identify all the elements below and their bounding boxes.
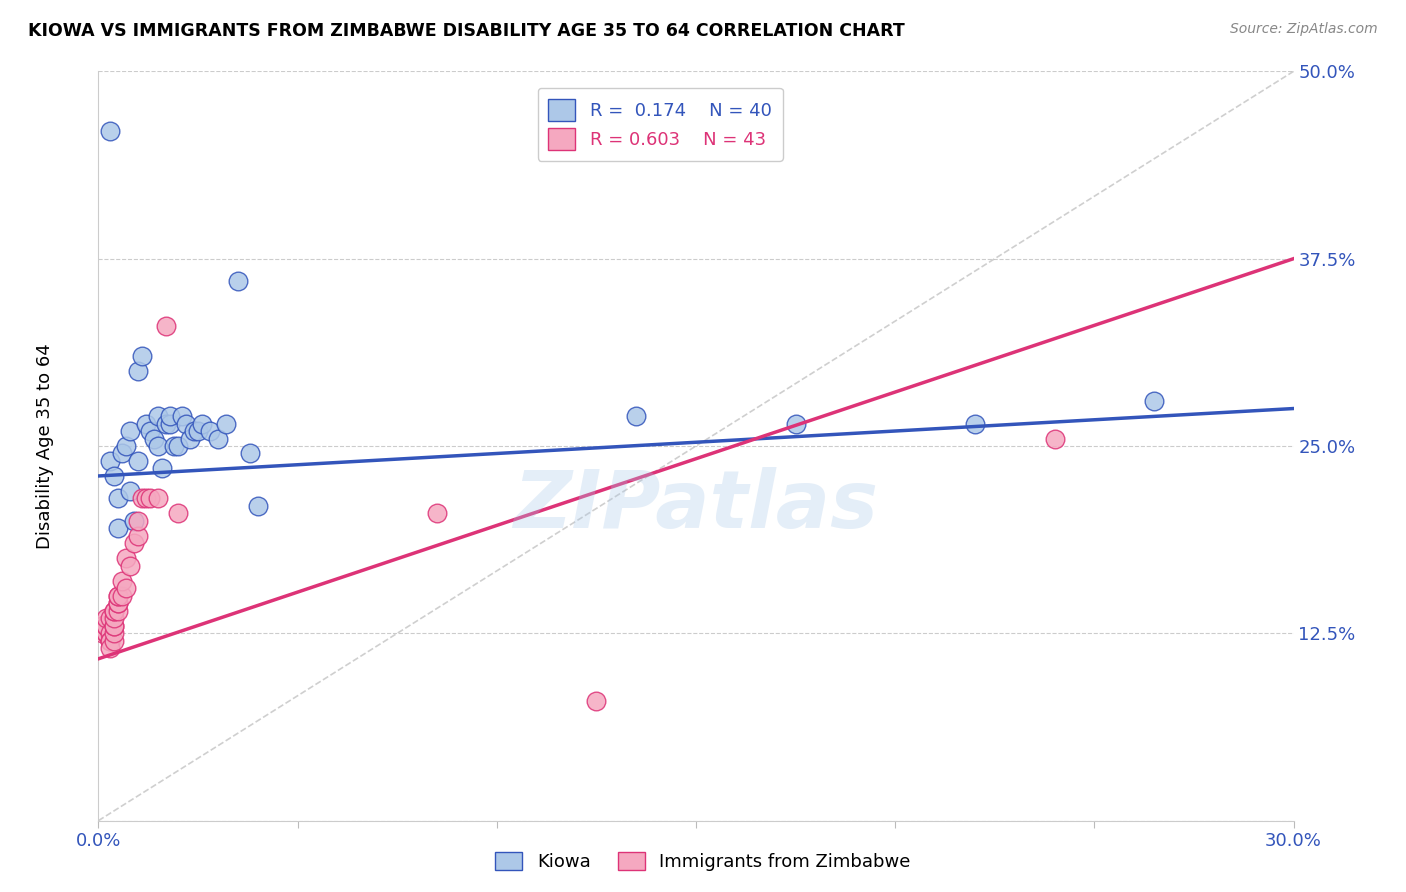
Point [155,417,177,431]
Point [103,619,125,633]
Point [148,491,170,506]
Point [139,491,162,506]
Point [103,604,125,618]
Point [107,521,129,535]
Point [150,461,173,475]
Point [124,514,146,528]
Point [98,454,122,468]
Point [91,626,114,640]
Point [96,626,118,640]
Point [131,491,153,506]
Point [187,424,209,438]
Point [98,611,122,625]
Point [98,633,122,648]
Point [127,514,149,528]
Point [96,611,118,625]
Point [107,604,129,618]
Point [127,364,149,378]
Point [115,551,138,566]
Point [120,483,142,498]
Point [127,454,149,468]
Point [111,446,134,460]
Point [111,574,134,588]
Point [179,432,201,446]
Point [191,417,214,431]
Point [96,626,118,640]
Point [426,507,449,521]
Point [215,417,238,431]
Point [183,424,205,438]
Point [91,619,114,633]
Point [143,432,166,446]
Point [115,439,138,453]
Text: Disability Age 35 to 64: Disability Age 35 to 64 [35,343,53,549]
Point [115,582,138,596]
Point [91,619,114,633]
Point [1143,394,1166,409]
Point [103,619,125,633]
Point [107,596,129,610]
Text: Source: ZipAtlas.com: Source: ZipAtlas.com [1230,22,1378,37]
Point [96,619,118,633]
Point [107,589,129,603]
Point [103,469,125,483]
Point [172,409,194,423]
Point [207,432,229,446]
Point [585,694,607,708]
Point [626,409,648,423]
Point [120,558,142,573]
Point [167,439,190,453]
Point [246,499,269,513]
Point [124,536,146,550]
Point [148,409,170,423]
Point [103,611,125,625]
Point [1043,432,1066,446]
Point [226,274,249,288]
Point [98,626,122,640]
Point [135,491,157,506]
Point [155,319,177,334]
Point [159,417,181,431]
Point [107,596,129,610]
Point [148,439,170,453]
Point [785,417,807,431]
Point [103,633,125,648]
Point [107,491,129,506]
Point [103,604,125,618]
Point [198,424,221,438]
Point [239,446,262,460]
Point [98,641,122,656]
Point [107,589,129,603]
Point [135,417,157,431]
Point [98,633,122,648]
Point [127,529,149,543]
Text: ZIPatlas: ZIPatlas [513,467,879,545]
Point [103,626,125,640]
Legend: Kiowa, Immigrants from Zimbabwe: Kiowa, Immigrants from Zimbabwe [488,845,918,879]
Text: KIOWA VS IMMIGRANTS FROM ZIMBABWE DISABILITY AGE 35 TO 64 CORRELATION CHART: KIOWA VS IMMIGRANTS FROM ZIMBABWE DISABI… [28,22,905,40]
Point [98,124,122,138]
Legend: R =  0.174    N = 40, R = 0.603    N = 43: R = 0.174 N = 40, R = 0.603 N = 43 [537,88,783,161]
Point [963,417,986,431]
Point [174,417,197,431]
Point [139,424,162,438]
Point [159,409,181,423]
Point [91,619,114,633]
Point [96,619,118,633]
Point [167,507,190,521]
Point [163,439,186,453]
Point [120,424,142,438]
Point [131,349,153,363]
Point [111,589,134,603]
